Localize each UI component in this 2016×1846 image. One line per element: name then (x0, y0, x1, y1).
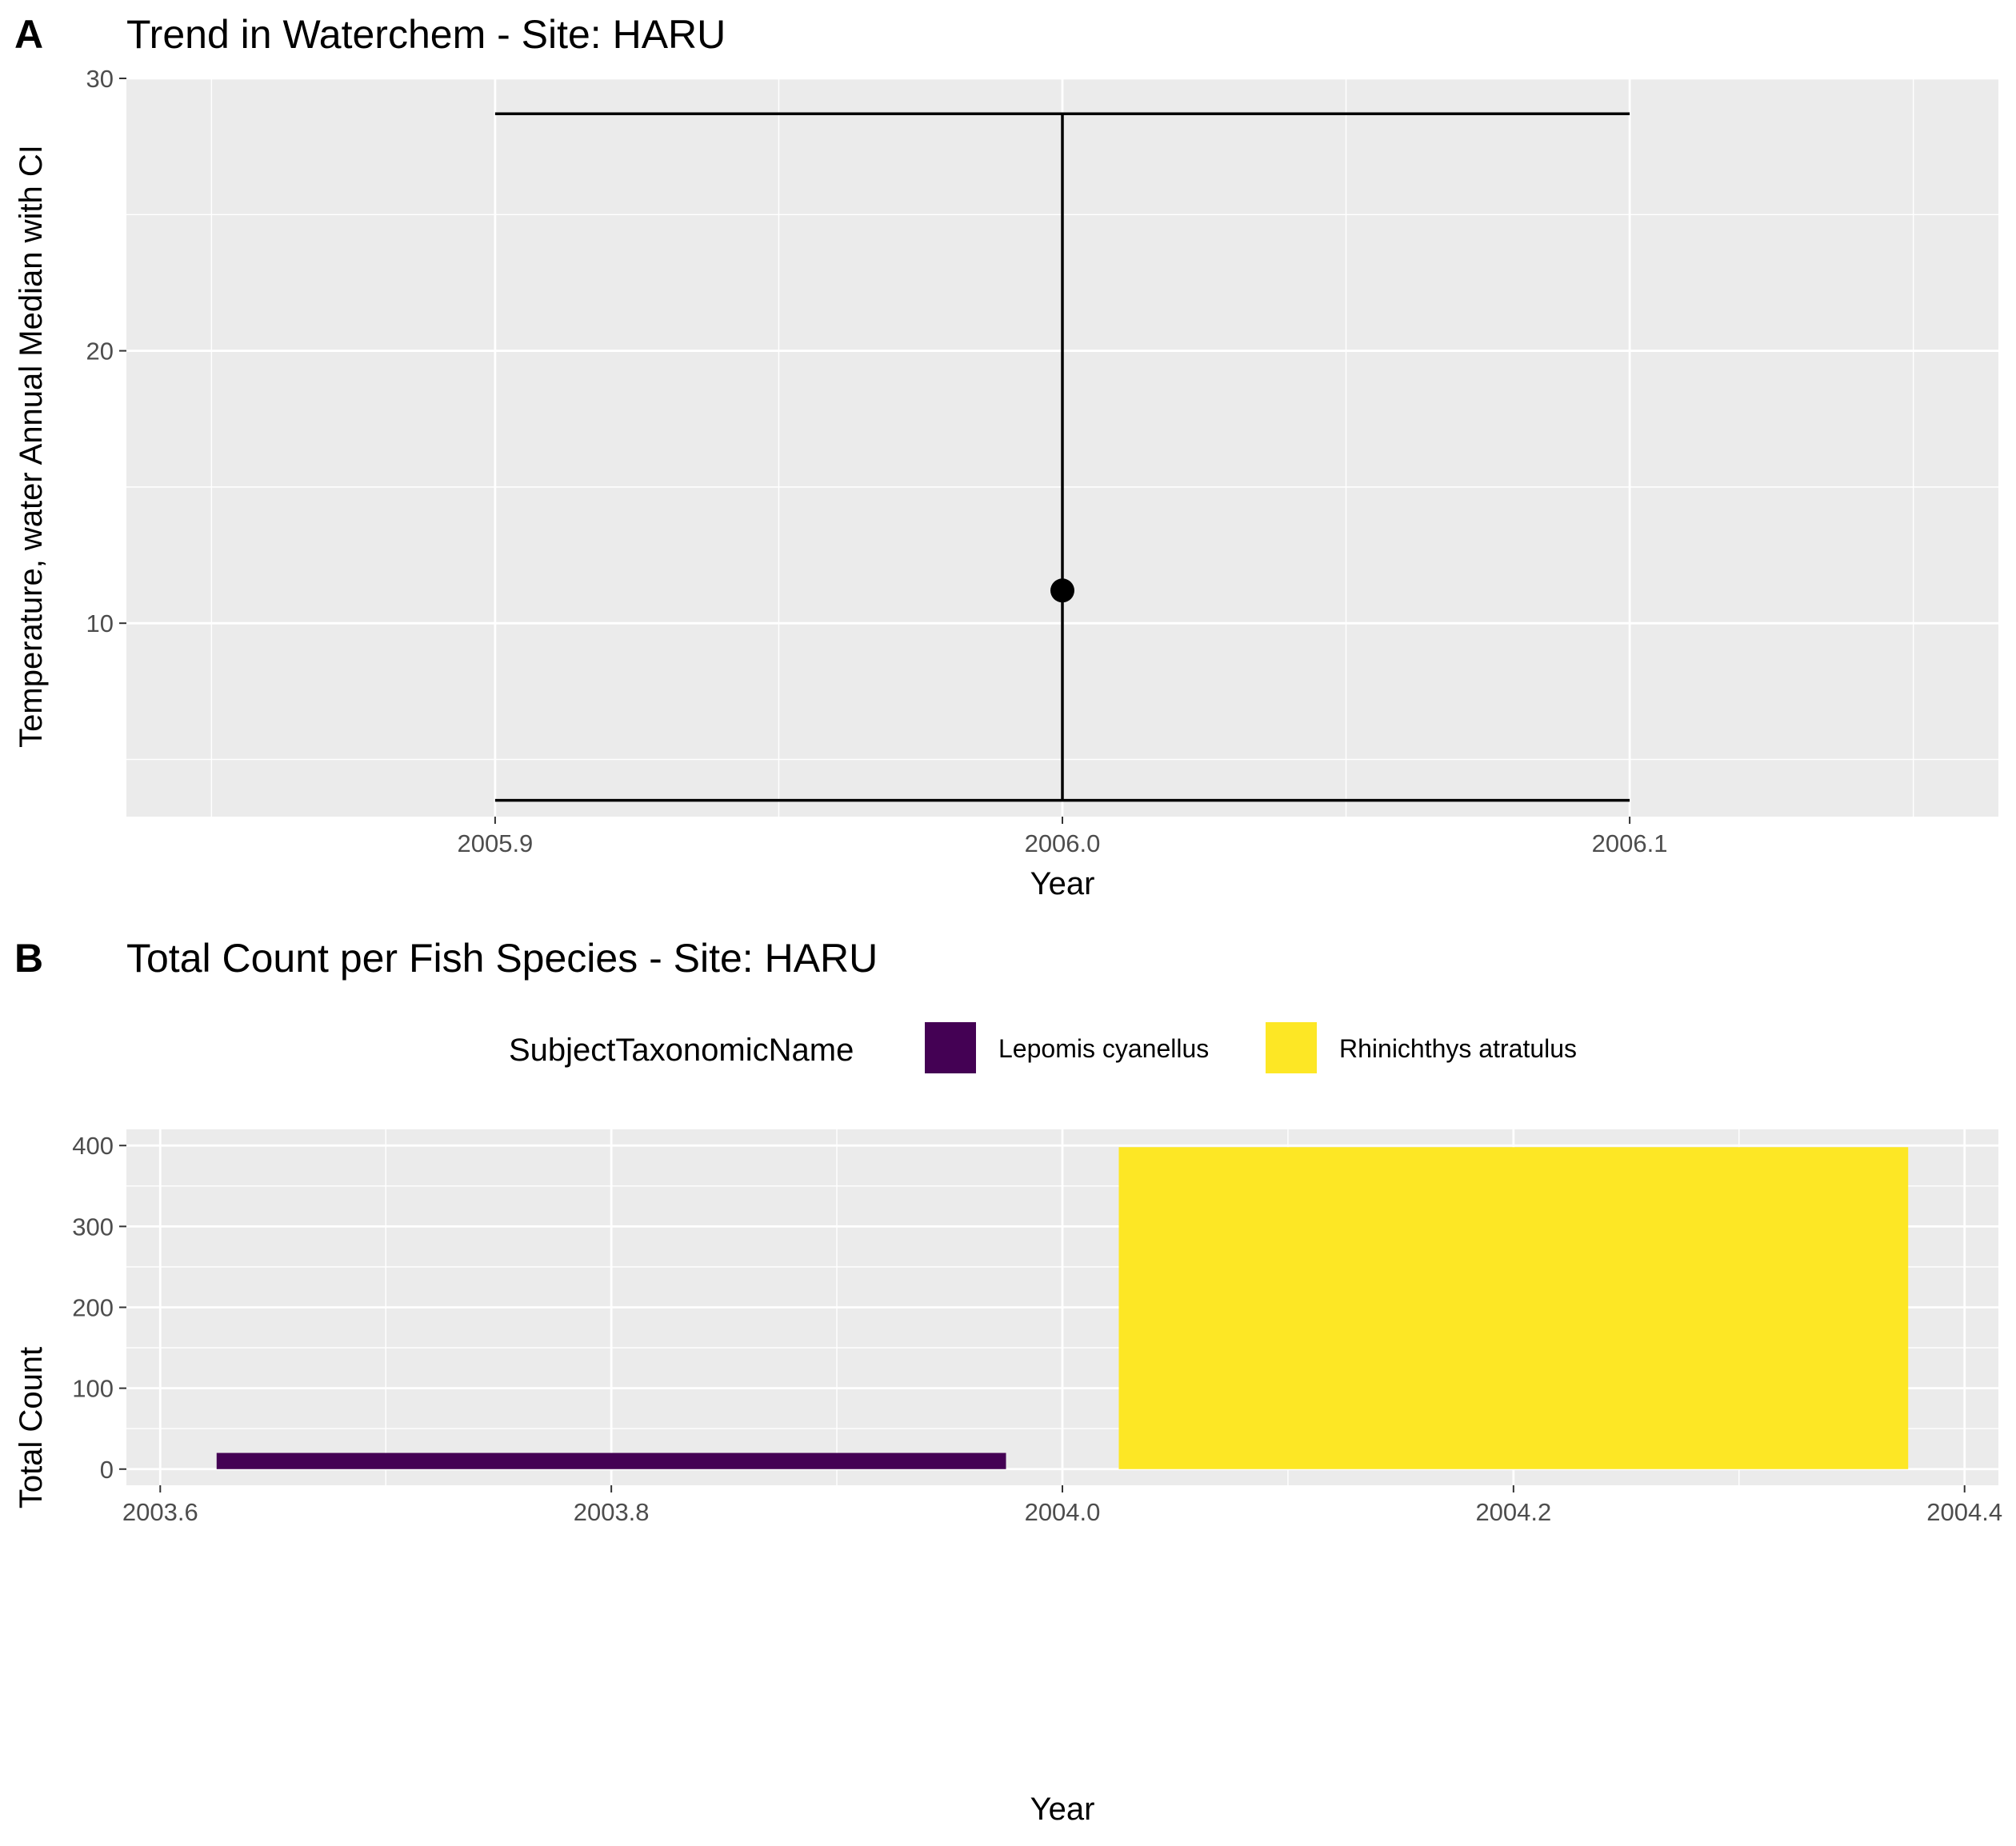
panel-a-marks (494, 112, 1630, 802)
panel-b-title: Total Count per Fish Species - Site: HAR… (126, 936, 878, 981)
panel-a-x-axis-title: Year (1030, 866, 1095, 901)
bar-lepomis-cyanellus (216, 1452, 1006, 1469)
panel-b-x-axis: 2003.6 2003.8 2004.0 2004.2 2004.4 (122, 1485, 2002, 1526)
panel-a-x-axis: 2005.9 2006.0 2006.1 (457, 817, 1668, 857)
panel-a-x-tick-label: 2005.9 (457, 829, 533, 857)
panel-b: B Total Count per Fish Species - Site: H… (14, 936, 2002, 1827)
panel-b-y-tick-label: 200 (72, 1294, 114, 1322)
legend-label-lepomis-cyanellus: Lepomis cyanellus (998, 1034, 1209, 1063)
panel-a-title: Trend in Waterchem - Site: HARU (126, 12, 726, 57)
panel-b-x-tick-label: 2004.0 (1025, 1498, 1101, 1526)
panel-b-x-tick-label: 2004.2 (1475, 1498, 1551, 1526)
legend-title: SubjectTaxonomicName (509, 1033, 854, 1068)
bar-rhinichthys-atratulus (1118, 1147, 1909, 1469)
panel-b-y-axis: 0 100 200 300 400 (72, 1132, 126, 1484)
median-point (1050, 578, 1074, 603)
panel-a-y-tick-label: 30 (86, 65, 114, 93)
panel-b-x-tick-label: 2003.6 (122, 1498, 198, 1526)
panel-a-y-axis-title: Temperature, water Annual Median with CI (14, 145, 49, 748)
panel-b-marks (216, 1147, 1909, 1469)
panel-b-y-tick-label: 100 (72, 1375, 114, 1403)
panel-b-y-axis-title: Total Count (14, 1347, 49, 1508)
legend-key-lepomis-cyanellus (925, 1022, 976, 1073)
legend-key-rhinichthys-atratulus (1266, 1022, 1317, 1073)
panel-a-y-axis: 10 20 30 (86, 65, 126, 637)
panel-a-y-tick-label: 20 (86, 338, 114, 366)
panel-a-x-tick-label: 2006.1 (1592, 829, 1668, 857)
panel-a: A Trend in Waterchem - Site: HARU 2005.9… (14, 12, 1998, 901)
panel-b-x-tick-label: 2003.8 (574, 1498, 650, 1526)
panel-b-y-tick-label: 0 (100, 1456, 114, 1484)
panel-a-tag: A (14, 12, 43, 57)
panel-b-tag: B (14, 936, 43, 981)
panel-b-y-tick-label: 300 (72, 1213, 114, 1241)
panel-a-y-tick-label: 10 (86, 609, 114, 637)
legend-label-rhinichthys-atratulus: Rhinichthys atratulus (1339, 1034, 1577, 1063)
panel-b-x-tick-label: 2004.4 (1926, 1498, 2002, 1526)
panel-a-x-tick-label: 2006.0 (1025, 829, 1101, 857)
panel-b-x-axis-title: Year (1030, 1792, 1095, 1827)
panel-b-y-tick-label: 400 (72, 1132, 114, 1160)
panel-b-legend: SubjectTaxonomicName Lepomis cyanellus R… (509, 1022, 1577, 1073)
